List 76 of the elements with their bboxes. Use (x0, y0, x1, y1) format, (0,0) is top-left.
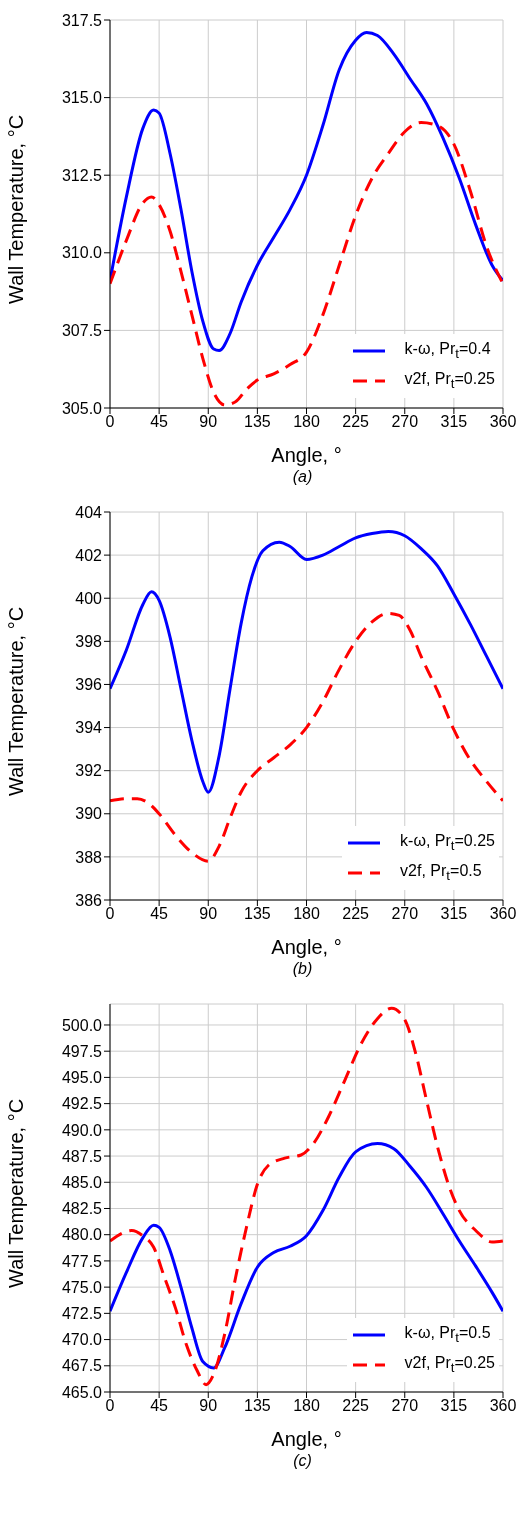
y-tick-label: 305.0 (61, 399, 103, 417)
x-tick-label: 135 (244, 905, 271, 923)
x-tick-label: 90 (199, 905, 218, 923)
y-tick-label: 500.0 (61, 1016, 103, 1034)
text: (c) (292, 1452, 313, 1470)
y-axis-title: Wall Temperature, °C (5, 606, 28, 796)
x-tick-label: 225 (342, 1397, 370, 1415)
y-tick-label: 392 (75, 762, 103, 780)
x-tick-label: 90 (199, 413, 218, 431)
x-tick-label: 45 (150, 905, 169, 923)
x-tick-label: 45 (150, 413, 169, 431)
x-tick-label: 45 (150, 1397, 169, 1415)
y-tick-label: 470.0 (61, 1331, 103, 1349)
y-tick-label: 465.0 (61, 1383, 103, 1401)
x-tick-label: 0 (105, 905, 115, 923)
x-tick-label: 360 (489, 1397, 517, 1415)
x-tick-label: 315 (440, 905, 468, 923)
y-axis-title: Wall Temperature, °C (5, 114, 28, 304)
y-axis-title: Wall Temperature, °C (5, 1098, 28, 1288)
x-tick-label: 315 (440, 1397, 468, 1415)
x-tick-label: 315 (440, 413, 468, 431)
y-tick-label: 480.0 (61, 1226, 103, 1244)
x-tick-label: 180 (293, 413, 320, 431)
line-series (110, 529, 503, 794)
y-tick-label: 386 (75, 891, 103, 909)
x-tick-label: 135 (244, 413, 271, 431)
y-tick-label: 312.5 (61, 166, 103, 184)
y-tick-label: 396 (75, 676, 103, 694)
legend-label: v2f, Pr$_{t}$=0.25 (404, 1354, 495, 1376)
x-tick-label: 135 (244, 1397, 271, 1415)
y-tick-label: 487.5 (61, 1147, 103, 1165)
x-axis-title: Angle, ° (271, 444, 342, 466)
y-tick-label: 394 (75, 719, 103, 737)
x-tick-label: 180 (293, 905, 320, 923)
legend-label: k-ω, Pr$_{t}$=0.25 (400, 832, 495, 854)
x-tick-label: 90 (199, 1397, 218, 1415)
line-series (110, 1141, 503, 1370)
x-tick-label: 0 (105, 413, 115, 431)
y-tick-label: 467.5 (61, 1357, 103, 1375)
y-tick-label: 307.5 (61, 322, 103, 340)
text: (a) (291, 468, 314, 486)
y-tick-label: 495.0 (61, 1069, 103, 1087)
x-tick-label: 0 (105, 1397, 115, 1415)
y-tick-label: 492.5 (61, 1095, 103, 1113)
y-tick-label: 475.0 (61, 1278, 103, 1296)
x-tick-label: 270 (391, 1397, 419, 1415)
y-tick-label: 497.5 (61, 1042, 103, 1060)
y-tick-label: 315.0 (61, 89, 103, 107)
legend-label: k-ω, Pr$_{t}$=0.5 (404, 1324, 491, 1346)
y-tick-label: 477.5 (61, 1252, 103, 1270)
y-tick-label: 390 (75, 805, 103, 823)
x-tick-label: 360 (489, 413, 517, 431)
legend-label: k-ω, Pr$_{t}$=0.4 (404, 340, 491, 362)
x-tick-label: 270 (391, 905, 419, 923)
y-tick-label: 485.0 (61, 1173, 103, 1191)
x-axis-title: Angle, ° (271, 1428, 342, 1450)
y-tick-label: 388 (75, 848, 103, 866)
line-series (110, 611, 503, 863)
y-tick-label: 482.5 (61, 1200, 103, 1218)
legend-label: v2f, Pr$_{t}$=0.5 (400, 862, 482, 884)
x-tick-label: 225 (342, 413, 370, 431)
y-tick-label: 472.5 (61, 1305, 103, 1323)
y-tick-label: 400 (75, 589, 103, 607)
y-tick-label: 398 (75, 633, 103, 651)
x-axis-title: Angle, ° (271, 936, 342, 958)
y-tick-label: 404 (75, 503, 103, 521)
x-tick-label: 360 (489, 905, 517, 923)
x-tick-label: 270 (391, 413, 419, 431)
y-tick-label: 317.5 (61, 11, 103, 29)
text: (b) (291, 960, 314, 978)
legend-label: v2f, Pr$_{t}$=0.25 (404, 370, 495, 392)
x-tick-label: 180 (293, 1397, 320, 1415)
y-tick-label: 310.0 (61, 244, 103, 262)
y-tick-label: 490.0 (61, 1121, 103, 1139)
y-tick-label: 402 (75, 546, 103, 564)
x-tick-label: 225 (342, 905, 370, 923)
